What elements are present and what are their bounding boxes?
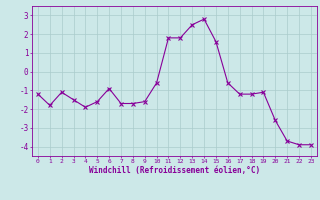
X-axis label: Windchill (Refroidissement éolien,°C): Windchill (Refroidissement éolien,°C): [89, 166, 260, 175]
